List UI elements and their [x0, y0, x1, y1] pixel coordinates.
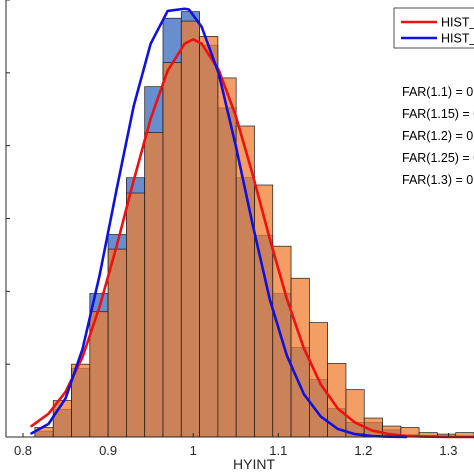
x-tick-label: 1 — [190, 443, 197, 458]
histogram-bar — [290, 277, 310, 438]
far-annotation: FAR(1.2) = 0 — [402, 129, 473, 143]
fit-curve — [30, 7, 408, 439]
legend: HIST_ HIST_ — [393, 7, 474, 49]
legend-box — [393, 7, 474, 49]
histogram-bar — [107, 248, 127, 438]
x-tick-label: 1.3 — [439, 443, 457, 458]
legend-label: HIST_ — [441, 32, 474, 46]
histogram-bar — [254, 184, 274, 438]
histogram-bar — [144, 132, 164, 438]
far-annotation: FAR(1.1) = 0 — [402, 85, 473, 99]
fit-curve — [30, 38, 474, 439]
orange-histogram-bars — [34, 20, 474, 438]
x-tick-label: 0.8 — [14, 443, 32, 458]
far-annotation: FAR(1.15) = 0 — [402, 107, 474, 121]
axes: 0.8 0.9 1 1.1 1.2 1.3 — [5, 0, 474, 458]
fit-curves — [30, 7, 474, 439]
far-annotations: FAR(1.1) = 0 FAR(1.15) = 0 FAR(1.2) = 0 FAR… — [402, 85, 474, 187]
far-annotation: FAR(1.25) = 0 — [402, 151, 474, 165]
legend-label: HIST_ — [441, 16, 474, 30]
x-tick-label: 0.9 — [99, 443, 117, 458]
histogram-bar — [180, 20, 200, 438]
histogram-bar — [199, 36, 219, 438]
histogram-bar — [126, 192, 146, 438]
histogram-bar — [162, 62, 182, 438]
histogram-bar — [345, 389, 365, 438]
x-axis-label: HYINT — [233, 456, 275, 472]
x-tick-label: 1.1 — [269, 443, 287, 458]
far-annotation: FAR(1.3) = 0 — [402, 173, 473, 187]
x-tick-label: 1.2 — [354, 443, 372, 458]
